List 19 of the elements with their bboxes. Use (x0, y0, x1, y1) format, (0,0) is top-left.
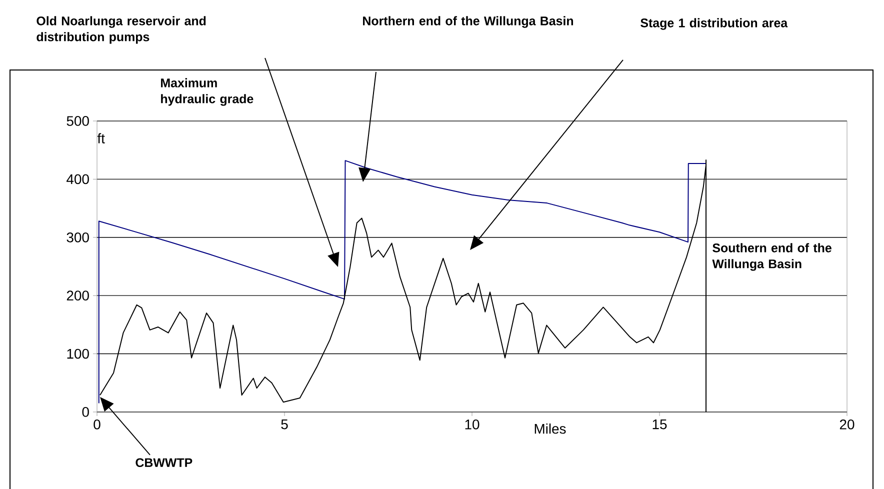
y-tick-label: 0 (82, 407, 89, 417)
y-tick-label: 100 (67, 348, 89, 359)
text: Maximum hydraulic grade (161, 78, 254, 106)
annotation: Southern end of the Willunga Basin (712, 243, 832, 271)
x-axis-title: Miles (534, 424, 566, 434)
x-tick-label: 10 (465, 419, 480, 430)
y-tick-label: 400 (66, 174, 89, 184)
y-axis-title: ft (97, 133, 105, 144)
y-tick-label: 200 (66, 290, 89, 301)
text: Old Noarlunga reservoir and distribution pumps (36, 16, 206, 44)
text: Northern end of the Willunga Basin (363, 16, 574, 28)
text: Stage 1 distribution area (640, 18, 788, 30)
x-tick-label: 20 (840, 419, 854, 430)
y-tick-label: 500 (66, 116, 89, 126)
y-tick-label: 300 (66, 232, 89, 242)
x-tick-label: 0 (94, 419, 100, 430)
text: CBWWTP (136, 458, 192, 468)
x-tick-label: 15 (652, 420, 667, 430)
x-tick-label: 5 (281, 420, 288, 430)
